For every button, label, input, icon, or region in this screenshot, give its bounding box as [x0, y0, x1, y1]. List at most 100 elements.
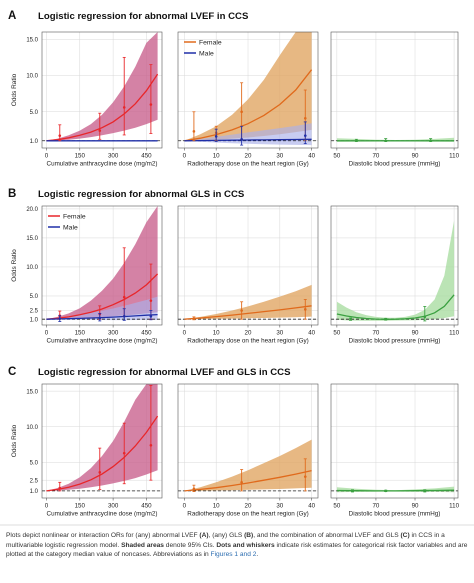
y-tick-label: 2.5 [30, 478, 39, 484]
x-tick-label: 300 [108, 503, 119, 510]
x-tick-label: 30 [276, 153, 283, 160]
panel-title: Logistic regression for abnormal LVEF in… [38, 11, 249, 22]
x-tick-label: 10 [213, 330, 220, 337]
female-curve [46, 273, 159, 320]
legend-female-label: Female [63, 213, 86, 220]
female-confidence-band [46, 32, 158, 141]
female-point [192, 130, 196, 133]
bp-point [384, 489, 388, 493]
female-point [240, 110, 243, 114]
female-point [240, 481, 243, 484]
bp-point [429, 139, 432, 143]
female-point [58, 486, 62, 490]
x-tick-label: 450 [141, 153, 152, 160]
y-tick-label: 1.0 [30, 489, 39, 495]
bp-point [423, 489, 427, 493]
x-tick-label: 150 [75, 153, 86, 160]
caption-part: . [256, 551, 259, 559]
bp-point [423, 315, 427, 319]
x-tick-label: 450 [141, 330, 152, 337]
x-tick-label: 20 [245, 153, 252, 160]
bp-point [384, 139, 388, 143]
female-confidence-band [184, 284, 312, 320]
female-point [122, 451, 126, 455]
female-point [303, 116, 307, 120]
male-curve [46, 313, 158, 320]
female-point [122, 295, 126, 299]
y-tick-label: 20.0 [26, 207, 38, 213]
y-axis-label: Odds Ratio [11, 424, 18, 457]
y-tick-label: 10.0 [26, 265, 38, 271]
x-tick-label: 30 [276, 503, 283, 510]
female-point [149, 443, 153, 447]
panel-title: Logistic regression for abnormal LVEF an… [38, 367, 291, 378]
bp-point [355, 139, 358, 143]
x-tick-label: 150 [75, 503, 86, 510]
x-tick-label: 0 [183, 153, 187, 160]
x-tick-label: 0 [45, 330, 49, 337]
caption-shaded-areas: Shaded areas [121, 541, 164, 549]
x-axis-label: Cumulative anthracycline dose (mg/m2) [47, 161, 158, 168]
x-tick-label: 40 [308, 330, 315, 337]
y-tick-label: 15.0 [26, 37, 38, 43]
panel-c: C Logistic regression for abnormal LVEF a… [8, 366, 460, 518]
caption-ref-a: (A) [199, 532, 209, 539]
female-confidence-band [46, 384, 158, 491]
x-tick-label: 110 [449, 503, 459, 510]
caption-dots-whiskers: Dots and whiskers [216, 541, 275, 549]
female-curve [46, 73, 159, 142]
y-tick-label: 5.0 [30, 461, 39, 467]
bp-curve [336, 294, 455, 320]
y-tick-label: 5.0 [30, 294, 39, 300]
x-axis-label: Diastolic blood pressure (mmHg) [349, 511, 441, 518]
y-tick-label: 2.5 [30, 309, 39, 315]
x-tick-label: 110 [449, 153, 459, 160]
x-tick-label: 90 [412, 153, 419, 160]
x-tick-label: 70 [372, 503, 379, 510]
x-tick-label: 10 [213, 503, 220, 510]
x-axis-label: Diastolic blood pressure (mmHg) [349, 338, 441, 345]
x-axis-label: Diastolic blood pressure (mmHg) [349, 161, 441, 168]
female-point [122, 106, 126, 109]
male-point [58, 317, 62, 320]
female-point [98, 129, 102, 132]
bp-curve [336, 489, 455, 492]
x-tick-label: 110 [449, 330, 459, 337]
caption-ref-c: (C) [400, 532, 410, 539]
panel-a: A Logistic regression for abnormal LVEF i… [8, 10, 460, 168]
x-tick-label: 10 [213, 153, 220, 160]
caption-figures-link[interactable]: Figures 1 and 2 [210, 551, 257, 559]
female-point [303, 308, 307, 311]
female-curve [184, 305, 312, 320]
female-point [98, 471, 102, 474]
male-curve [184, 138, 312, 142]
x-tick-label: 90 [412, 330, 419, 337]
x-axis-label: Cumulative anthracycline dose (mg/m2) [47, 338, 158, 345]
female-point [240, 309, 243, 312]
y-tick-label: 1.0 [30, 139, 39, 145]
female-point [149, 299, 153, 302]
male-point [303, 134, 307, 137]
male-point [240, 138, 243, 141]
male-point [149, 314, 153, 318]
subplot-3: 50 70 90 110 Diastolic blood pressure (mmHg) [330, 383, 460, 518]
subplot-3: 50 70 90 110 Diastolic blood pressure (mmHg) [330, 31, 460, 168]
x-tick-label: 20 [245, 330, 252, 337]
female-confidence-band [184, 32, 312, 141]
x-axis-label: Radiotherapy dose on the heart region (G… [187, 161, 308, 168]
bp-confidence-band [336, 220, 455, 321]
x-tick-label: 40 [308, 153, 315, 160]
panel-letter: A [8, 10, 16, 22]
x-tick-label: 70 [372, 330, 379, 337]
x-tick-label: 20 [245, 503, 252, 510]
male-point [98, 316, 102, 320]
y-tick-label: 5.0 [30, 110, 39, 116]
caption-part: in CCS in a multivariable logistic regre… [6, 532, 445, 549]
x-axis-label: Radiotherapy dose on the heart region (G… [187, 338, 308, 345]
